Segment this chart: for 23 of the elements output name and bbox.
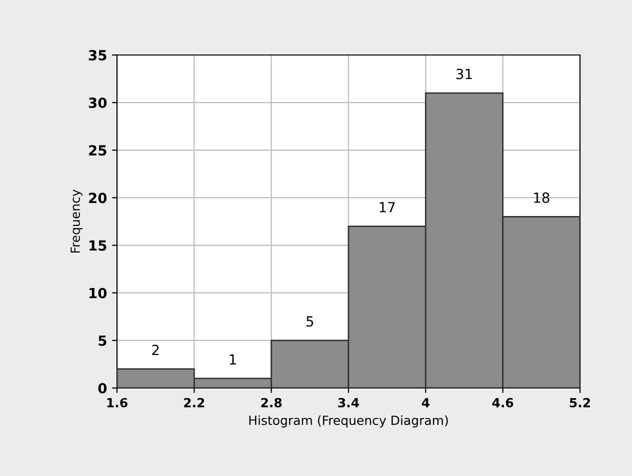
x-tick-label: 2.2 — [184, 398, 204, 408]
data-label: 31 — [456, 68, 472, 80]
data-label: 17 — [380, 202, 395, 212]
y-tick-label: 30 — [88, 98, 107, 108]
x-tick-label: 1.6 — [107, 398, 128, 408]
data-label: 1 — [230, 354, 236, 364]
x-tick-label: 3.4 — [338, 398, 359, 408]
x-tick-label: 5.2 — [570, 398, 590, 408]
y-axis-title: Frequency — [70, 190, 82, 253]
data-label: 18 — [534, 192, 550, 203]
x-tick-label: 4 — [422, 398, 430, 408]
y-tick-label: 20 — [89, 192, 107, 204]
data-label: 2 — [152, 344, 159, 355]
y-tick-label: 35 — [88, 50, 106, 60]
y-tick-label: 0 — [98, 382, 107, 394]
y-tick-label: 15 — [90, 240, 106, 251]
x-tick-label: 4.6 — [492, 398, 514, 408]
y-tick-label: 10 — [90, 288, 107, 298]
x-axis-title: Histogram (Frequency Diagram) — [249, 415, 448, 428]
data-label: 5 — [306, 316, 314, 327]
x-tick-label: 2.8 — [261, 398, 282, 408]
y-tick-label: 25 — [89, 145, 106, 156]
y-tick-label: 5 — [98, 336, 106, 346]
